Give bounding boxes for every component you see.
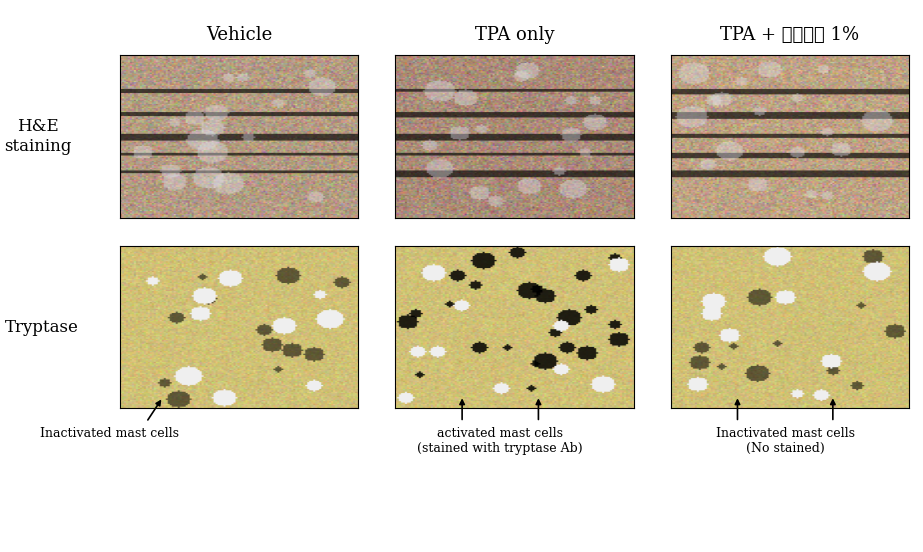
Text: Tryptase: Tryptase bbox=[5, 319, 78, 336]
Text: Inactivated mast cells
(No stained): Inactivated mast cells (No stained) bbox=[715, 427, 855, 455]
Text: H&E
staining: H&E staining bbox=[5, 118, 72, 155]
Text: TPA only: TPA only bbox=[474, 26, 555, 44]
Text: Vehicle: Vehicle bbox=[206, 26, 272, 44]
Text: Inactivated mast cells: Inactivated mast cells bbox=[40, 427, 179, 440]
Text: TPA + 왕겨초액 1%: TPA + 왕겨초액 1% bbox=[720, 26, 859, 44]
Text: activated mast cells
(stained with tryptase Ab): activated mast cells (stained with trypt… bbox=[417, 427, 583, 455]
